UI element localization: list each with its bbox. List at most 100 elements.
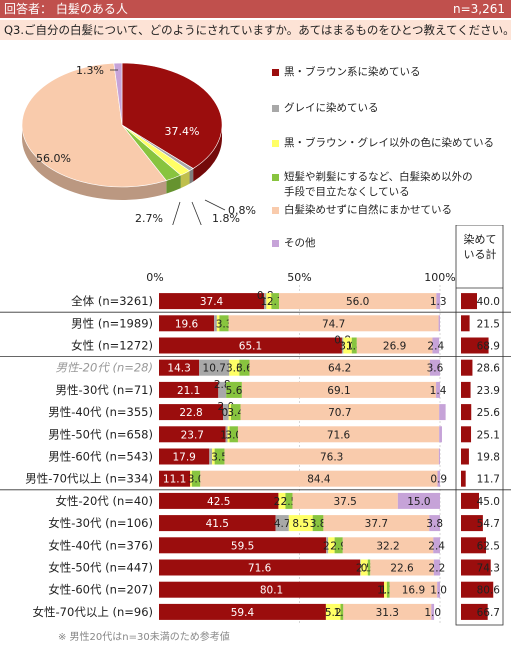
- bar-segment-1-2: [216, 315, 220, 332]
- category-label-2: 女性 (n=1272): [71, 339, 153, 353]
- bar-segment-7-3: [214, 448, 225, 465]
- pie-side-1: [189, 168, 194, 184]
- category-label-0: 全体 (n=3261): [71, 294, 153, 308]
- bar-segment-0-5: [436, 293, 440, 310]
- bar-segment-1-3: [219, 315, 229, 332]
- total-column-frame: [455, 225, 504, 626]
- bar-value-label-8-4: 84.4: [307, 474, 331, 486]
- bar-segment-8-0: [159, 470, 191, 487]
- pie-value-label-4: 56.0%: [36, 152, 71, 165]
- bar-value-label-14-4: 31.3: [376, 607, 399, 619]
- legend-swatch-4: [272, 207, 279, 214]
- legend-label-5: その他: [284, 237, 316, 249]
- bar-segment-14-4: [343, 603, 432, 620]
- total-value-label-7: 19.8: [477, 452, 500, 464]
- bar-value-label-3-5: 3.6: [427, 363, 444, 375]
- bar-segment-11-2: [328, 537, 335, 554]
- bar-segment-5-5: [439, 404, 446, 421]
- category-label-9: 女性-20代 (n=40): [56, 494, 153, 508]
- bar-segment-12-3: [367, 559, 371, 576]
- bar-segment-9-4: [292, 492, 398, 509]
- bar-segment-10-0: [159, 515, 276, 532]
- total-value-label-14: 66.7: [477, 607, 500, 619]
- bar-value-label-13-4: 16.9: [402, 585, 425, 597]
- footnote: ※ 男性20代はn=30未満のため参考値: [58, 632, 230, 643]
- total-value-label-10: 54.7: [477, 518, 500, 530]
- bar-segment-4-5: [436, 381, 440, 398]
- total-bar-4: [461, 381, 471, 398]
- legend-label-0: 黒・ブラウン系に染めている: [284, 66, 421, 78]
- bar-segment-13-2: [384, 581, 387, 598]
- bar-segment-12-1: [360, 559, 361, 576]
- bar-segment-11-1: [326, 537, 329, 554]
- bar-segment-7-5: [438, 448, 440, 465]
- bar-segment-6-5: [439, 426, 442, 443]
- total-value-label-5: 25.6: [477, 407, 501, 419]
- pie-leader-2: [191, 201, 202, 225]
- bar-value-label-4-3: 5.6: [226, 385, 243, 397]
- category-label-1: 男性 (n=1989): [71, 316, 153, 330]
- bar-segment-10-3: [312, 515, 324, 532]
- bar-segment-14-2: [325, 603, 341, 620]
- pie-value-label-3: 2.7%: [135, 212, 163, 225]
- pie-side-4: [22, 125, 167, 200]
- bar-segment-14-0: [159, 603, 326, 620]
- total-bar-1: [461, 315, 470, 332]
- bar-value-label-11-0: 59.5: [231, 540, 254, 552]
- bar-segment-11-4: [342, 537, 434, 554]
- category-label-7: 男性-60代 (n=543): [48, 450, 153, 464]
- bar-segment-6-3: [229, 426, 238, 443]
- pie-value-label-2: 1.8%: [212, 212, 240, 225]
- bar-segment-4-1: [218, 381, 227, 398]
- bar-value-label-12-0: 71.6: [248, 563, 272, 575]
- category-label-14: 女性-70代以上 (n=96): [33, 605, 153, 619]
- bar-value-label-14-0: 59.4: [231, 607, 255, 619]
- category-label-12: 女性-50代 (n=447): [48, 561, 153, 575]
- bar-segment-5-4: [240, 404, 440, 421]
- total-value-label-8: 11.7: [477, 474, 500, 486]
- bar-segment-6-4: [237, 426, 440, 443]
- bar-value-label-0-5: 1.3: [430, 296, 447, 308]
- category-label-8: 男性-70代以上 (n=334): [25, 472, 153, 486]
- bar-segment-12-2: [360, 559, 368, 576]
- bar-value-label-12-5: 2.2: [429, 563, 446, 575]
- bar-segment-3-3: [239, 359, 250, 376]
- total-value-label-13: 80.6: [477, 585, 501, 597]
- total-bar-10: [461, 515, 483, 532]
- bar-segment-1-4: [228, 315, 439, 332]
- bar-value-label-14-5: 1.0: [424, 607, 441, 619]
- pie-leader-3: [172, 201, 181, 225]
- category-label-10: 女性-30代 (n=106): [48, 516, 153, 530]
- bar-value-label-3-1: 10.7: [203, 363, 226, 375]
- total-bar-11: [461, 537, 486, 554]
- bar-segment-13-0: [159, 581, 385, 598]
- header-bar: 回答者： 白髪のある人 n=3,261: [0, 0, 511, 18]
- total-value-label-0: 40.0: [477, 296, 500, 308]
- bar-segment-0-0: [159, 293, 265, 310]
- bar-segment-0-2: [266, 293, 272, 310]
- bar-value-label-4-4: 69.1: [327, 385, 350, 397]
- bar-segment-7-0: [159, 448, 210, 465]
- bar-value-label-5-3: 3.4: [227, 407, 244, 419]
- bar-value-label-9-4: 37.5: [333, 496, 356, 508]
- bar-value-label-5-0: 22.8: [179, 407, 202, 419]
- bar-value-label-5-4: 70.7: [328, 407, 351, 419]
- bar-value-label-2-0: 65.1: [239, 341, 262, 353]
- bar-segment-3-1: [199, 359, 230, 376]
- bar-segment-2-5: [432, 337, 440, 354]
- bar-segment-7-2: [212, 448, 215, 465]
- bar-value-label-2-5: 2.4: [427, 341, 444, 353]
- bar-segment-13-5: [437, 581, 440, 598]
- legend-swatch-2: [272, 140, 279, 147]
- bar-segment-3-5: [429, 359, 440, 376]
- total-bar-8: [461, 470, 466, 487]
- bar-value-label-10-1: 4.7: [274, 518, 291, 530]
- category-label-5: 男性-40代 (n=355): [48, 405, 153, 419]
- bar-segment-14-3: [340, 603, 344, 620]
- pie-side-2: [180, 170, 190, 189]
- sample-size-total: n=3,261: [452, 2, 505, 16]
- bar-value-label-6-3: 3.0: [225, 429, 242, 441]
- total-bar-3: [461, 359, 473, 376]
- bar-value-label-10-4: 37.7: [365, 518, 388, 530]
- respondents-label: 回答者： 白髪のある人: [4, 2, 128, 16]
